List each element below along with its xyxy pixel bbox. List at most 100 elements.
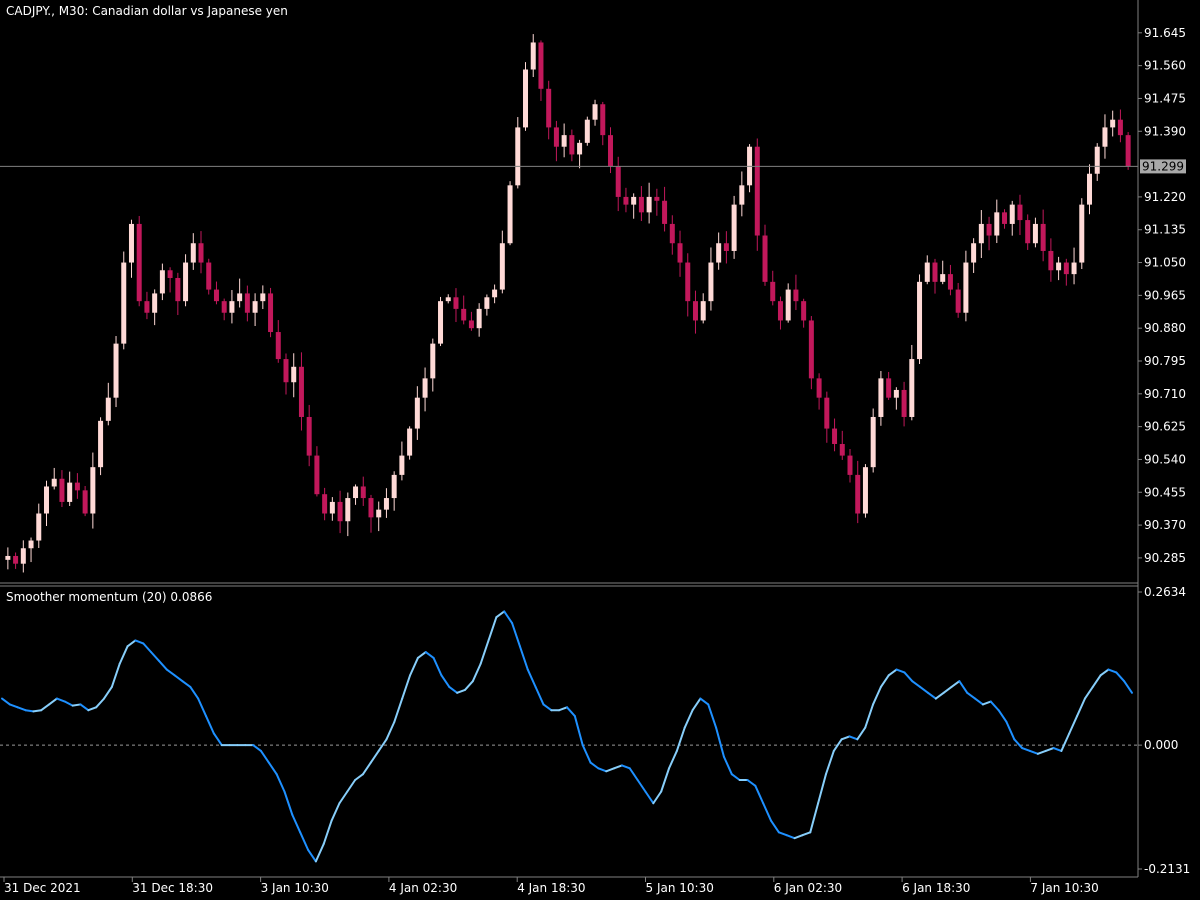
momentum-segment (636, 778, 647, 793)
momentum-segment (150, 651, 160, 662)
momentum-segment (354, 773, 364, 781)
momentum-segment (981, 700, 992, 706)
momentum-segment (283, 790, 294, 816)
momentum-segment (71, 703, 82, 707)
candle-body (1009, 204, 1015, 224)
candle-body (1040, 223, 1046, 251)
candle-body (268, 293, 274, 333)
candle-body (762, 235, 768, 282)
candle-body (708, 262, 714, 302)
candle-body (1094, 146, 1100, 174)
momentum-segment (338, 790, 349, 805)
momentum-segment (989, 700, 1000, 712)
candle-body (283, 359, 289, 383)
candle-body (360, 486, 366, 499)
momentum-segment (872, 685, 882, 706)
momentum-segment (377, 738, 388, 752)
momentum-segment (722, 755, 733, 776)
momentum-segment (534, 685, 545, 706)
candle-body (468, 320, 474, 329)
candle-body (569, 135, 575, 155)
momentum-segment (950, 680, 961, 688)
candle-body (43, 486, 49, 514)
candle-body (546, 88, 552, 128)
momentum-segment (605, 767, 616, 773)
candle-body (886, 378, 892, 398)
momentum-segment (1005, 720, 1016, 741)
candle-body (523, 69, 529, 128)
momentum-segment (330, 802, 341, 822)
candle-body (329, 501, 335, 514)
momentum-segment (848, 735, 859, 741)
candle-body (893, 389, 899, 398)
momentum-segment (8, 703, 19, 709)
candle-body (716, 243, 722, 263)
price-tick-label: 90.880 (1144, 321, 1186, 335)
candle-body (291, 366, 297, 383)
momentum-segment (926, 691, 937, 700)
momentum-segment (212, 732, 223, 747)
candle-body (1032, 223, 1038, 244)
candle-body (144, 301, 150, 313)
candle-body (5, 555, 11, 560)
candle-body (399, 455, 405, 475)
candle-body (1087, 173, 1093, 205)
price-tick-label: 90.285 (1144, 551, 1186, 565)
candle-body (793, 289, 799, 302)
momentum-segment (205, 715, 215, 735)
candle-body (13, 555, 19, 564)
candle-body (1102, 127, 1108, 147)
price-axis: 91.645 91.560 91.475 91.390 91.220 91.135 91.0… (0, 26, 1186, 565)
momentum-segment (832, 738, 843, 752)
momentum-segment (934, 691, 945, 700)
candle-body (1117, 119, 1123, 136)
momentum-segment (801, 831, 812, 837)
candle-body (515, 127, 521, 186)
candle-body (1071, 262, 1077, 275)
momentum-segment (840, 735, 851, 741)
momentum-segment (110, 662, 121, 688)
candle-body (260, 293, 266, 302)
candle-body (654, 196, 660, 201)
time-tick-label: 3 Jan 10:30 (261, 881, 329, 895)
momentum-segment (1021, 747, 1031, 752)
momentum-segment (675, 726, 686, 752)
time-tick-label: 6 Jan 02:30 (774, 881, 842, 895)
momentum-segment (267, 761, 278, 776)
candle-body (955, 289, 961, 313)
momentum-segment (401, 674, 412, 700)
indicator-axis: 0.2634 0.000 -0.2131 (0, 585, 1190, 876)
candle-body (507, 185, 513, 244)
candle-body (74, 482, 80, 491)
candle-body (623, 196, 629, 205)
momentum-segment (683, 709, 694, 729)
momentum-series (1, 610, 1133, 863)
price-tick-label: 90.795 (1144, 354, 1186, 368)
candle-body (499, 243, 505, 290)
momentum-segment (157, 659, 168, 671)
momentum-segment (181, 680, 192, 688)
candle-body (90, 467, 96, 514)
momentum-segment (487, 616, 498, 642)
price-tick-label: 91.475 (1144, 91, 1186, 105)
candle-body (584, 119, 590, 143)
candle-body (368, 498, 374, 518)
momentum-segment (644, 790, 655, 805)
momentum-segment (762, 802, 773, 822)
momentum-segment (103, 685, 113, 700)
candle-body (159, 270, 165, 294)
momentum-segment (189, 685, 200, 700)
momentum-segment (322, 819, 333, 845)
candle-body (36, 513, 42, 541)
momentum-segment (118, 645, 129, 665)
candle-body (770, 281, 776, 302)
candle-body (646, 196, 652, 213)
candle-body (213, 289, 219, 302)
momentum-segment (1115, 671, 1126, 683)
candle-body (67, 482, 73, 502)
momentum-segment (1036, 749, 1047, 755)
indicator-tick-label: 0.2634 (1144, 585, 1186, 599)
momentum-segment (314, 842, 325, 863)
momentum-segment (142, 642, 153, 654)
